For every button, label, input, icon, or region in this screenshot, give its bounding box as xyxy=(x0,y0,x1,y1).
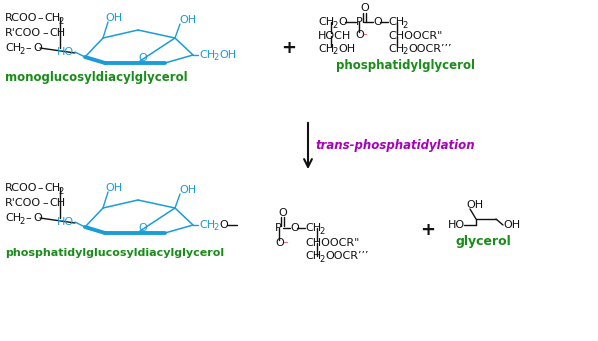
Text: glycerol: glycerol xyxy=(456,235,512,248)
Text: RCOO: RCOO xyxy=(5,183,38,193)
Text: 2: 2 xyxy=(332,47,337,57)
Text: CH: CH xyxy=(318,17,334,27)
Text: OH: OH xyxy=(179,185,196,195)
Text: R'COO: R'COO xyxy=(5,198,41,208)
Text: OOCR’’’: OOCR’’’ xyxy=(325,251,368,261)
Text: RCOO: RCOO xyxy=(5,13,38,23)
Text: phosphatidylglucosyldiacylglycerol: phosphatidylglucosyldiacylglycerol xyxy=(5,248,224,258)
Text: CH: CH xyxy=(44,183,60,193)
Text: CH: CH xyxy=(5,43,21,53)
Text: OH: OH xyxy=(105,13,122,23)
Text: O: O xyxy=(278,208,287,218)
Text: CH: CH xyxy=(318,44,334,54)
Text: 2: 2 xyxy=(58,187,63,195)
Text: –: – xyxy=(25,213,30,223)
Text: 2: 2 xyxy=(213,54,218,62)
Text: O: O xyxy=(138,53,147,63)
Text: –: – xyxy=(37,183,42,193)
Text: O: O xyxy=(138,223,147,233)
Text: CHOOCR": CHOOCR" xyxy=(305,238,359,248)
Text: O: O xyxy=(373,17,382,27)
Text: CH: CH xyxy=(49,198,65,208)
Text: 2: 2 xyxy=(332,20,337,30)
Text: OH: OH xyxy=(179,15,196,25)
Text: P: P xyxy=(275,223,282,233)
Text: ⁻: ⁻ xyxy=(361,32,367,42)
Text: CH: CH xyxy=(49,28,65,38)
Text: CH: CH xyxy=(305,223,321,233)
Text: +: + xyxy=(281,39,296,57)
Text: O: O xyxy=(33,213,42,223)
Text: OH: OH xyxy=(466,200,483,210)
Text: OH: OH xyxy=(338,44,355,54)
Text: OH: OH xyxy=(503,220,520,230)
Text: 2: 2 xyxy=(19,217,25,225)
Text: CHOOCR": CHOOCR" xyxy=(388,31,443,41)
Text: ⁻: ⁻ xyxy=(282,240,288,250)
Text: OH: OH xyxy=(105,183,122,193)
Text: CH: CH xyxy=(388,44,404,54)
Text: CH: CH xyxy=(388,17,404,27)
Text: 2: 2 xyxy=(402,20,407,30)
Text: HOCH: HOCH xyxy=(318,31,351,41)
Text: CH: CH xyxy=(44,13,60,23)
Text: –: – xyxy=(37,13,42,23)
Text: O: O xyxy=(290,223,299,233)
Text: O: O xyxy=(275,238,283,248)
Text: monoglucosyldiacylglycerol: monoglucosyldiacylglycerol xyxy=(5,72,188,85)
Text: CH: CH xyxy=(199,50,215,60)
Text: R'COO: R'COO xyxy=(5,28,41,38)
Text: 2: 2 xyxy=(319,226,324,236)
Text: –: – xyxy=(42,198,48,208)
Text: –: – xyxy=(25,43,30,53)
Text: 2: 2 xyxy=(58,16,63,26)
Text: O: O xyxy=(33,43,42,53)
Text: –: – xyxy=(42,28,48,38)
Text: 2: 2 xyxy=(319,254,324,264)
Text: HO: HO xyxy=(57,47,74,57)
Text: CH: CH xyxy=(305,251,321,261)
Text: +: + xyxy=(420,221,435,239)
Text: HO: HO xyxy=(57,217,74,227)
Text: OOCR’’’: OOCR’’’ xyxy=(408,44,451,54)
Text: phosphatidylglycerol: phosphatidylglycerol xyxy=(336,59,475,72)
Text: O: O xyxy=(338,17,347,27)
Text: trans-phosphatidylation: trans-phosphatidylation xyxy=(316,138,475,151)
Text: HO: HO xyxy=(448,220,465,230)
Text: P: P xyxy=(356,17,363,27)
Text: OH: OH xyxy=(219,50,236,60)
Text: CH: CH xyxy=(5,213,21,223)
Text: O: O xyxy=(355,30,364,40)
Text: O: O xyxy=(360,3,369,13)
Text: CH: CH xyxy=(199,220,215,230)
Text: 2: 2 xyxy=(213,223,218,233)
Text: O: O xyxy=(219,220,228,230)
Text: 2: 2 xyxy=(402,47,407,57)
Text: 2: 2 xyxy=(19,46,25,56)
